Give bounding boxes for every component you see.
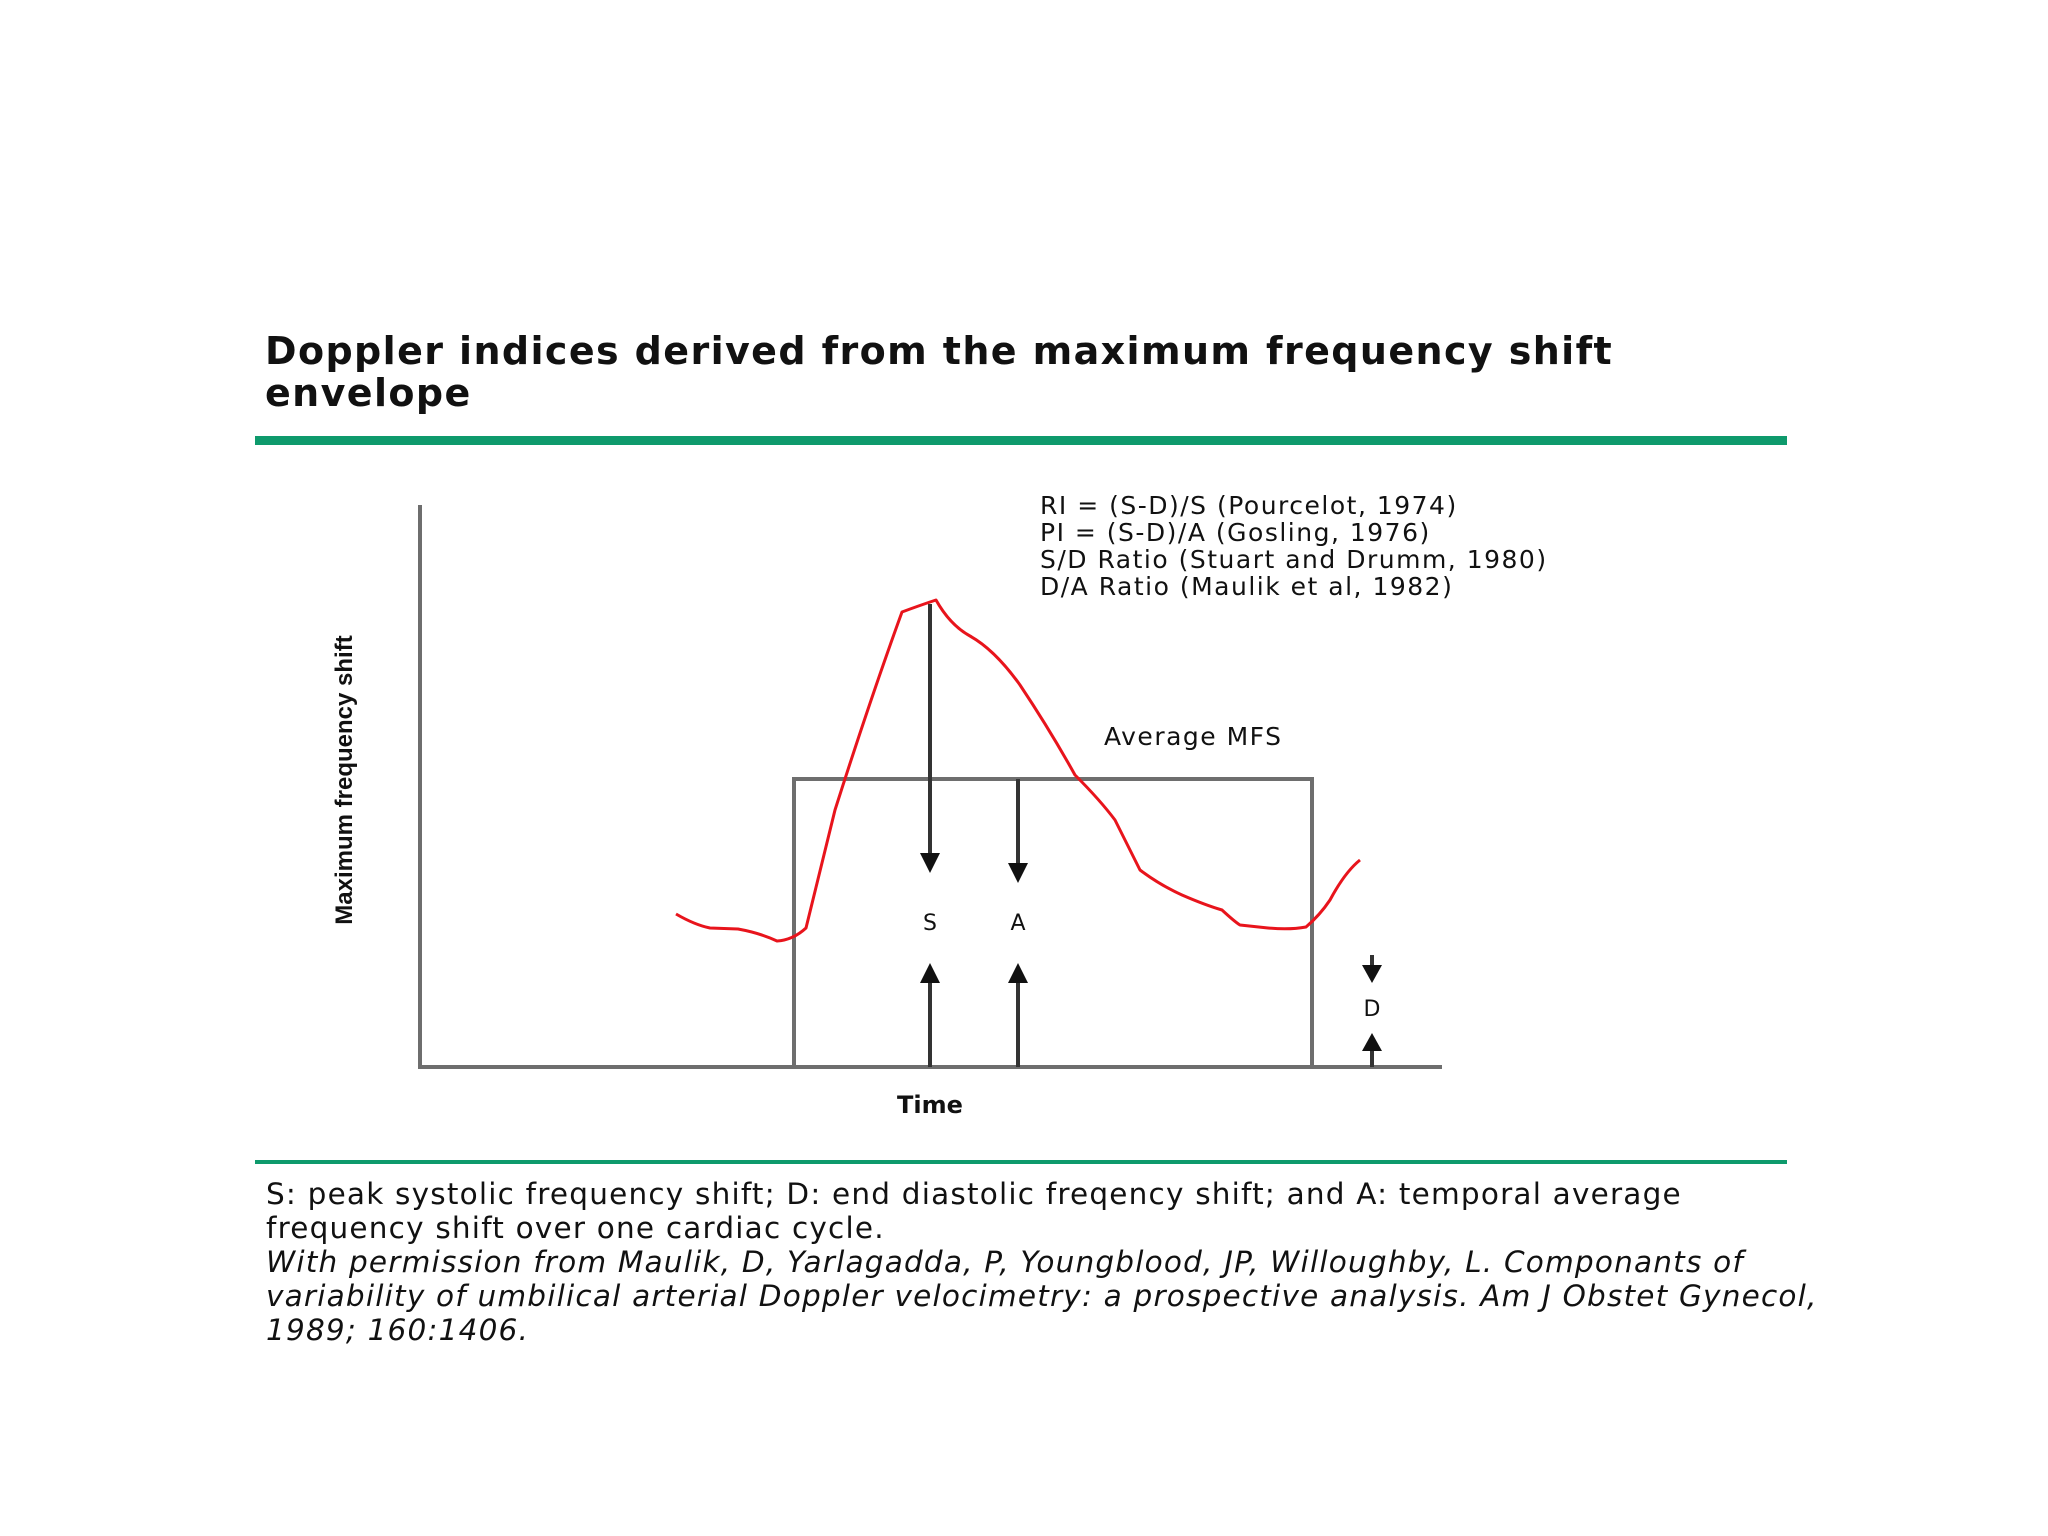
frequency-envelope-curve [675,598,1361,943]
x-axis-label: Time [897,1091,963,1119]
caption-definitions: S: peak systolic frequency shift; D: end… [266,1177,1682,1245]
indices-list: RI = (S-D)/S (Pourcelot, 1974) PI = (S-D… [1040,491,1548,601]
a-label: A [1010,911,1025,936]
caption-citation: With permission from Maulik, D, Yarlagad… [266,1245,1818,1347]
index-ri: RI = (S-D)/S (Pourcelot, 1974) [1040,491,1458,520]
index-sd-ratio: S/D Ratio (Stuart and Drumm, 1980) [1040,545,1548,574]
top-divider [255,436,1787,445]
d-marker [1362,955,1382,1067]
average-mfs-label: Average MFS [1104,722,1283,751]
average-mfs-box [792,777,1314,1069]
d-label: D [1364,997,1381,1022]
figure-title: Doppler indices derived from the maximum… [265,329,1614,415]
y-axis-label: Maximum frequency shift [331,635,358,924]
figure-caption: S: peak systolic frequency shift; D: end… [266,1177,1826,1347]
s-label: S [923,911,937,936]
index-da-ratio: D/A Ratio (Maulik et al, 1982) [1040,572,1453,601]
a-marker [1008,779,1028,1067]
index-pi: PI = (S-D)/A (Gosling, 1976) [1040,518,1431,547]
bottom-divider [255,1160,1787,1164]
s-marker [920,604,940,1067]
